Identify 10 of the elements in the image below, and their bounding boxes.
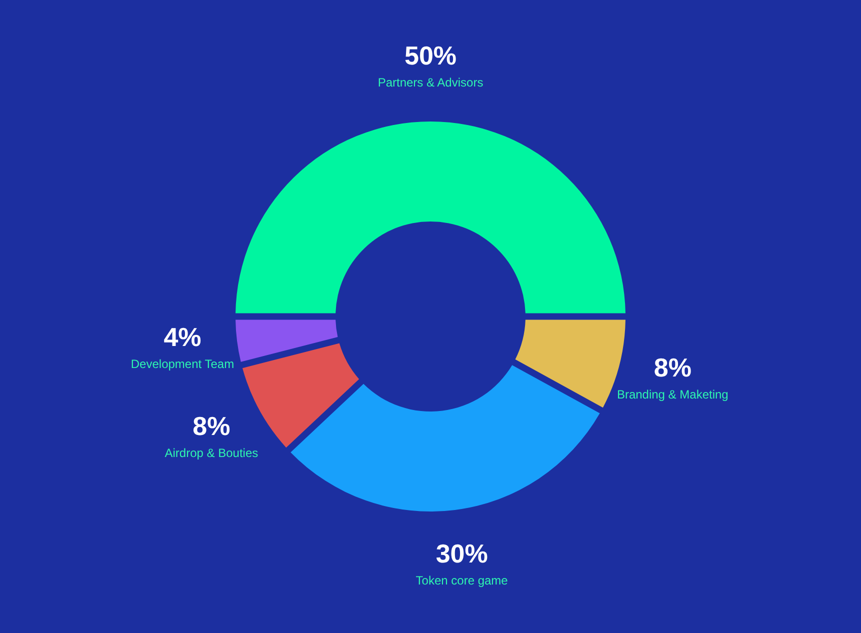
data-label: 4%: [164, 322, 202, 352]
data-label: 30%: [436, 538, 488, 569]
slice-label: Branding & Maketing: [616, 388, 728, 402]
slice-label: Airdrop & Bouties: [164, 446, 258, 460]
slice-label: Development Team: [130, 356, 234, 371]
data-label: 8%: [192, 410, 230, 441]
data-label: 50%: [404, 40, 457, 70]
slice-label: Token core game: [416, 574, 508, 588]
slice-label: Partners & Advisors: [378, 76, 484, 90]
data-label: 8%: [654, 352, 692, 383]
